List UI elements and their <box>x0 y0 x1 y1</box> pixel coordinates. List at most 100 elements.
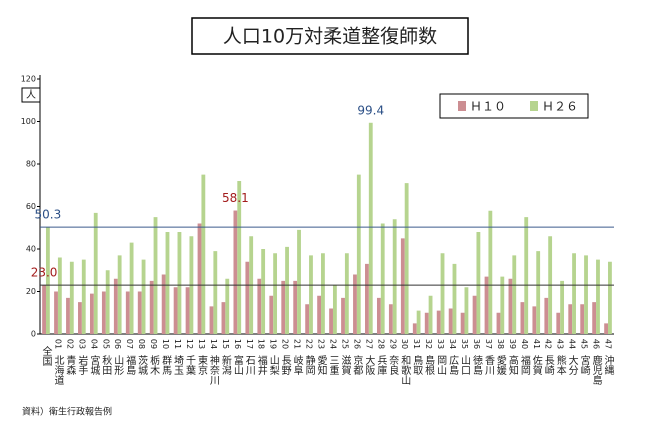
x-tick-code: 46 <box>592 339 601 349</box>
x-tick-code: 40 <box>520 339 529 349</box>
value-label: 99.4 <box>357 103 384 117</box>
bar <box>572 253 576 334</box>
bar <box>496 312 501 334</box>
bar <box>400 238 405 334</box>
bar <box>57 257 62 334</box>
bar <box>560 280 565 334</box>
x-tick-code: 45 <box>580 339 589 349</box>
x-tick-code: 10 <box>161 339 170 349</box>
x-tick-code: 11 <box>173 339 182 349</box>
bar <box>149 280 154 334</box>
x-tick-label: 長崎 <box>542 355 554 375</box>
bar <box>185 287 190 334</box>
bar <box>424 312 429 334</box>
bar <box>66 297 70 334</box>
x-tick-code: 03 <box>77 339 86 349</box>
x-tick-code: 19 <box>269 339 278 349</box>
x-tick-label: 北海道 <box>52 355 64 385</box>
bar <box>165 232 170 334</box>
x-tick-code: 06 <box>113 339 122 349</box>
x-tick-label: 石川 <box>243 355 255 375</box>
bar <box>101 291 106 334</box>
bar <box>376 297 381 334</box>
bar <box>436 310 441 334</box>
bar <box>173 287 178 334</box>
source: 資料）衛生行政報告例 <box>22 406 112 418</box>
x-tick-label: 兵庫 <box>375 354 387 376</box>
bar <box>520 302 525 334</box>
bar <box>428 295 433 334</box>
bar <box>221 302 226 334</box>
x-tick-label: 山口 <box>459 355 470 375</box>
bar <box>460 312 465 334</box>
bar <box>225 278 230 334</box>
x-tick-label: 神奈川 <box>207 354 219 385</box>
x-tick-code: 37 <box>484 339 493 349</box>
x-tick-label: 福岡 <box>518 354 530 376</box>
x-tick-label: 福井 <box>255 354 267 376</box>
x-tick-code: 24 <box>328 339 337 349</box>
bar <box>233 210 238 334</box>
bar <box>500 276 505 334</box>
x-tick-code: 27 <box>364 339 373 349</box>
bar <box>596 259 600 334</box>
bar <box>317 295 322 334</box>
bar <box>356 174 361 334</box>
x-tick-label: 滋賀 <box>339 354 351 376</box>
bar <box>440 253 445 334</box>
bar <box>464 287 469 334</box>
bar <box>137 291 142 334</box>
x-tick-code: 14 <box>209 339 218 349</box>
x-tick-label: 和歌山 <box>399 355 411 385</box>
bar <box>344 253 349 334</box>
bar <box>54 291 58 334</box>
bar <box>273 253 278 334</box>
x-tick-label: 岡山 <box>435 355 447 375</box>
y-tick-label: 20 <box>26 287 36 296</box>
x-tick-code: 20 <box>281 339 290 349</box>
bar <box>309 255 313 334</box>
x-tick-label: 新潟 <box>219 354 231 376</box>
x-tick-label: 鳥取 <box>411 354 423 376</box>
x-tick-label: 宮城 <box>88 354 100 376</box>
y-tick-label: 60 <box>26 202 36 211</box>
x-tick-code: 12 <box>185 339 194 349</box>
x-tick-code: 23 <box>317 339 326 349</box>
x-tick-label: 島根 <box>423 354 435 376</box>
bar <box>305 304 310 334</box>
x-tick-label: 佐賀 <box>530 355 542 376</box>
bar <box>544 297 549 334</box>
bar <box>488 210 493 334</box>
value-label: 58.1 <box>222 191 249 205</box>
x-tick-code: 04 <box>89 339 98 349</box>
x-tick-label: 埼玉 <box>172 354 184 375</box>
bar <box>161 274 166 334</box>
legend-label: Ｈ１０ <box>470 100 506 114</box>
bar <box>213 251 218 334</box>
bar <box>568 304 573 334</box>
bar <box>365 263 369 334</box>
y-tick-label: 120 <box>21 75 36 84</box>
bar <box>321 253 325 334</box>
bar <box>392 219 397 334</box>
x-tick-label: 宮崎 <box>578 354 590 375</box>
bar <box>209 306 214 334</box>
bar <box>353 274 357 334</box>
bar <box>261 249 266 334</box>
x-tick-label: 鹿児島 <box>590 354 602 386</box>
bar <box>404 183 409 334</box>
x-tick-code: 30 <box>400 339 409 349</box>
y-unit: 人 <box>26 89 36 101</box>
y-tick-label: 0 <box>31 330 36 339</box>
bar <box>592 302 597 334</box>
bar <box>177 232 182 334</box>
x-tick-label: 大分 <box>566 354 578 376</box>
bar <box>93 212 98 334</box>
bar <box>293 280 298 334</box>
x-tick-code: 16 <box>233 339 242 349</box>
bar <box>237 181 242 334</box>
bar <box>416 310 421 334</box>
bar <box>153 217 158 334</box>
bar <box>113 278 118 334</box>
x-tick-label: 熊本 <box>554 354 566 376</box>
